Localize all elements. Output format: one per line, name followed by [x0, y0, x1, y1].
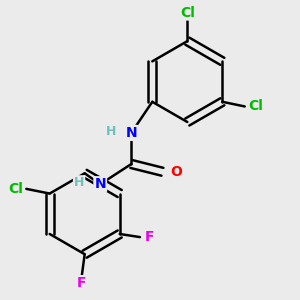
Text: H: H [74, 176, 84, 189]
Text: F: F [145, 230, 154, 244]
Text: F: F [77, 276, 86, 290]
Text: Cl: Cl [180, 5, 195, 20]
Text: N: N [125, 126, 137, 140]
Text: H: H [106, 125, 116, 138]
Text: Cl: Cl [8, 182, 23, 196]
Text: O: O [170, 165, 182, 179]
Text: Cl: Cl [248, 100, 263, 113]
Text: N: N [94, 177, 106, 191]
